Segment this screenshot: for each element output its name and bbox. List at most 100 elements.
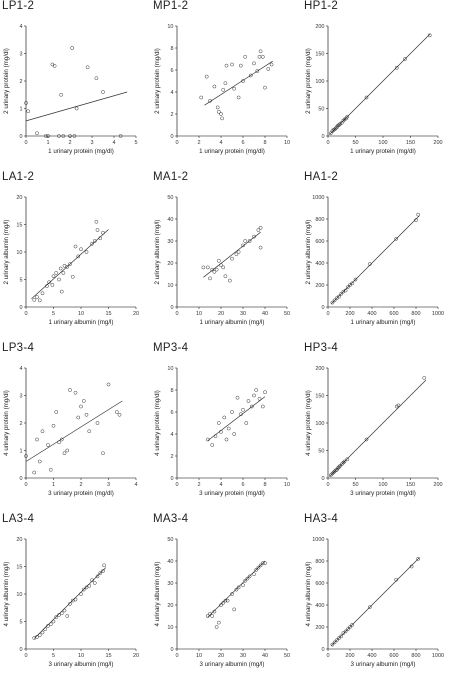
y-tick-label: 0 (19, 476, 22, 482)
data-point (50, 283, 55, 287)
data-point (238, 412, 243, 417)
data-point (232, 86, 237, 91)
x-tick-label: 200 (345, 311, 354, 317)
data-point (243, 578, 248, 583)
data-point (35, 437, 39, 442)
x-tick-label: 20 (218, 653, 224, 659)
data-point (79, 247, 83, 252)
x-tick-label: 0 (175, 653, 178, 659)
chart-panel-ha3-4: HA3-4 0 200 400 600 800 1000 0 200 400 600 800 1000 3… (302, 513, 453, 684)
data-point (252, 61, 256, 66)
regression-line (203, 231, 261, 278)
y-tick-label: 2 (170, 112, 173, 118)
data-point (101, 569, 105, 573)
y-tick-label: 100 (315, 421, 324, 427)
y-tick-label: 20 (16, 537, 22, 543)
x-tick-label: 1000 (432, 653, 444, 659)
x-tick-label: 20 (133, 653, 139, 659)
data-point (208, 98, 212, 103)
data-point (101, 451, 105, 456)
data-point (48, 467, 53, 472)
regression-line (329, 379, 427, 477)
y-tick-label: 200 (315, 283, 324, 289)
data-point (118, 134, 123, 138)
data-point (68, 262, 72, 266)
data-point (345, 627, 350, 632)
x-axis-label: 3 urinary albumin (mg/l) (200, 661, 265, 668)
data-point (236, 95, 241, 100)
data-point (332, 298, 337, 303)
y-tick-label: 30 (167, 239, 173, 245)
data-point (114, 410, 119, 414)
data-point (24, 454, 28, 458)
data-point (258, 245, 263, 250)
data-point (227, 278, 232, 283)
data-point (337, 294, 341, 299)
data-point (254, 388, 259, 392)
data-point (61, 271, 66, 275)
data-point (70, 46, 75, 50)
data-point (35, 131, 39, 136)
data-point (87, 583, 92, 588)
y-tick-label: 20 (167, 261, 173, 267)
data-point (245, 576, 250, 581)
data-point (216, 620, 221, 625)
y-tick-label: 2 (19, 421, 22, 427)
data-point (73, 244, 78, 249)
data-point (68, 134, 72, 138)
y-tick-label: 10 (167, 625, 173, 631)
y-tick-label: 20 (16, 195, 22, 201)
x-axis-label: 3 urinary protein (mg/dl) (199, 490, 265, 497)
data-point (330, 642, 335, 647)
data-point (332, 127, 337, 132)
y-tick-label: 2 (19, 79, 22, 85)
data-point (330, 471, 335, 476)
data-point (57, 134, 61, 138)
data-point (258, 563, 263, 568)
x-tick-label: 50 (352, 482, 358, 488)
y-tick-label: 30 (167, 581, 173, 587)
data-point (256, 228, 261, 232)
x-tick-label: 40 (262, 653, 268, 659)
data-point (224, 63, 229, 68)
data-point (241, 243, 245, 248)
x-tick-label: 150 (406, 140, 415, 146)
x-tick-label: 0 (24, 140, 27, 146)
x-tick-label: 5 (52, 653, 55, 659)
data-point (230, 62, 234, 67)
data-point (52, 64, 57, 68)
data-point (269, 62, 274, 67)
y-axis-label: 4 urinary albumin (mg/l) (154, 562, 161, 627)
x-tick-label: 400 (367, 653, 376, 659)
y-axis-label: 4 urinary albumin (mg/l) (3, 562, 10, 627)
data-point (427, 33, 432, 38)
chart-title: HP1-2 (304, 0, 339, 12)
data-point (220, 116, 224, 121)
y-tick-label: 5 (19, 278, 22, 284)
data-point (236, 585, 241, 590)
y-tick-label: 400 (315, 603, 324, 609)
x-tick-label: 4 (112, 140, 115, 146)
y-tick-label: 3 (19, 394, 22, 400)
y-axis-label: 2 urinary albumin (mg/l) (154, 220, 161, 285)
data-point (210, 614, 215, 618)
data-point (47, 280, 51, 285)
chart-panel-mp1-2: MP1-2 0 2 4 6 8 10 0 2 4 6 8 10 1 urinary protein (mg… (151, 0, 302, 171)
y-tick-label: 10 (16, 250, 22, 256)
y-tick-label: 20 (167, 603, 173, 609)
data-point (263, 85, 267, 90)
data-point (40, 291, 45, 296)
y-tick-label: 6 (170, 410, 173, 416)
scatter-plot: 0 5 10 15 20 0 5 10 15 20 1 urinary albumin (mg/l)… (3, 195, 139, 326)
data-point (205, 265, 210, 270)
x-tick-label: 0 (24, 653, 27, 659)
chart-panel-lp3-4: LP3-4 0 1 2 3 4 0 1 2 3 4 3 urinary protein (mg/dl)… (0, 342, 151, 513)
data-point (76, 415, 81, 420)
data-point (213, 434, 218, 439)
x-axis-label: 3 urinary albumin (mg/l) (351, 661, 416, 668)
data-point (199, 95, 204, 100)
data-point (219, 429, 223, 434)
x-tick-label: 200 (433, 140, 442, 146)
x-tick-label: 30 (240, 311, 246, 317)
y-tick-label: 200 (315, 24, 324, 30)
